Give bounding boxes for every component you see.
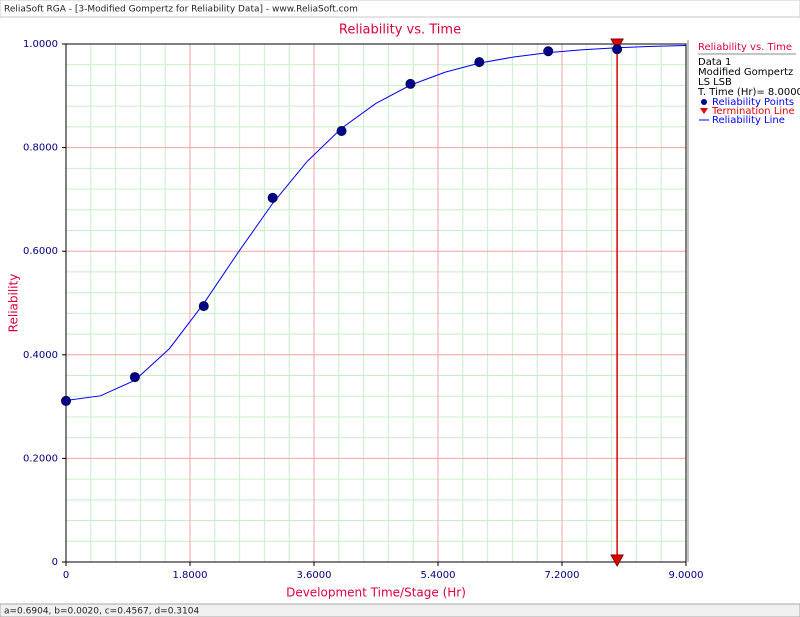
data-point <box>543 46 554 57</box>
x-tick-label: 9.0000 <box>669 570 704 581</box>
termination-marker <box>610 554 624 568</box>
data-point <box>474 57 485 68</box>
legend-title: Reliability vs. Time <box>698 42 792 53</box>
x-tick-label: 1.8000 <box>173 570 208 581</box>
y-tick-label: 0 <box>52 557 58 568</box>
data-point <box>405 78 416 89</box>
legend-info: LS LSB <box>698 77 732 88</box>
legend-swatch <box>701 99 707 105</box>
legend-info: Modified Gompertz <box>698 67 793 78</box>
data-point <box>198 301 209 312</box>
legend-label: Reliability Line <box>712 115 785 126</box>
window-title: ReliaSoft RGA - [3-Modified Gompertz for… <box>4 5 358 15</box>
y-tick-label: 0.4000 <box>23 350 58 361</box>
y-tick-label: 1.0000 <box>23 39 58 50</box>
legend-swatch <box>700 108 708 114</box>
data-point <box>129 372 140 383</box>
reliability-line <box>65 45 687 401</box>
legend-info: T. Time (Hr)= 8.0000 <box>697 87 800 98</box>
plot-frame <box>65 43 687 563</box>
title-bar <box>0 0 800 18</box>
x-tick-label: 3.6000 <box>297 570 332 581</box>
x-tick-label: 7.2000 <box>545 570 580 581</box>
x-axis-label: Development Time/Stage (Hr) <box>286 586 466 600</box>
data-point <box>61 395 71 406</box>
data-point <box>267 192 278 203</box>
x-tick-label: 0 <box>63 570 69 581</box>
y-tick-label: 0.2000 <box>23 453 58 464</box>
legend-info: Data 1 <box>698 57 731 68</box>
status-bar <box>0 603 800 617</box>
legend-label: Termination Line <box>711 106 795 117</box>
legend-label: Reliability Points <box>712 97 794 108</box>
chart-title: Reliability vs. Time <box>339 23 461 38</box>
y-tick-label: 0.6000 <box>23 246 58 257</box>
data-point <box>612 44 623 55</box>
y-tick-label: 0.8000 <box>23 143 58 154</box>
data-point <box>336 126 347 137</box>
x-tick-label: 5.4000 <box>421 570 456 581</box>
y-axis-label: Reliability <box>7 274 21 333</box>
status-text: a=0.6904, b=0.0020, c=0.4567, d=0.3104 <box>4 607 199 617</box>
